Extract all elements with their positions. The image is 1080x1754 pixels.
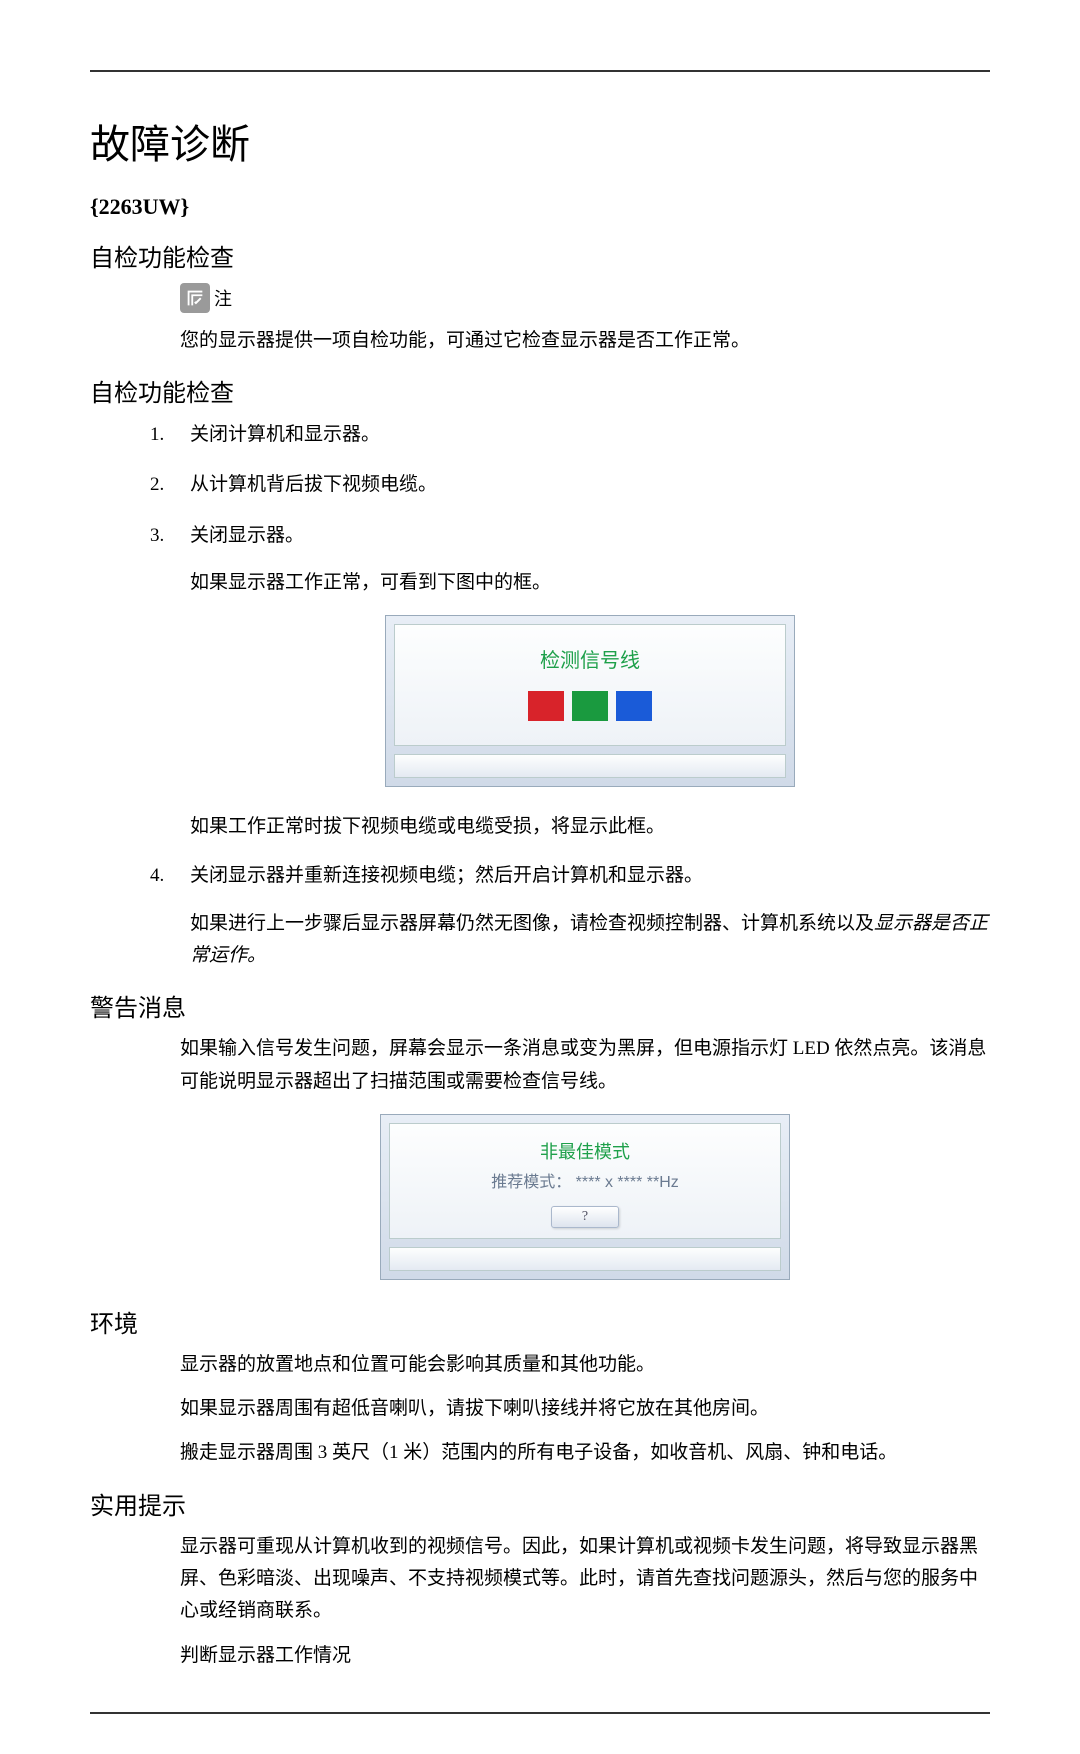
warning-text: 如果输入信号发生问题，屏幕会显示一条消息或变为黑屏，但电源指示灯 LED 依然点… [180,1033,990,1098]
osd-bottom-bar [394,754,786,778]
step-3-sub: 如果显示器工作正常，可看到下图中的框。 [190,567,990,599]
selfcheck-steps: 关闭计算机和显示器。 从计算机背后拔下视频电缆。 关闭显示器。 如果显示器工作正… [150,418,990,972]
rgb-blue [616,691,652,721]
top-rule [90,70,990,72]
rgb-red [528,691,564,721]
step-2-text: 从计算机背后拔下视频电缆。 [190,474,437,495]
tips-p2: 判断显示器工作情况 [180,1640,990,1672]
step-2: 从计算机背后拔下视频电缆。 [150,468,990,502]
env-p1: 显示器的放置地点和位置可能会影响其质量和其他功能。 [180,1349,990,1381]
note-row: 注 [180,283,990,313]
step-3-text: 关闭显示器。 [190,525,304,546]
osd-signal-title: 检测信号线 [405,643,775,679]
step-1: 关闭计算机和显示器。 [150,418,990,452]
model-heading: {2263UW} [90,194,990,220]
note-text: 您的显示器提供一项自检功能，可通过它检查显示器是否工作正常。 [180,325,990,357]
step-1-text: 关闭计算机和显示器。 [190,424,380,445]
note-label: 注 [214,285,232,311]
env-p3: 搬走显示器周围 3 英尺（1 米）范围内的所有电子设备，如收音机、风扇、钟和电话… [180,1437,990,1469]
osd-mode-bottom-bar [389,1247,781,1271]
section-warning-heading: 警告消息 [90,988,990,1023]
osd-signal-box: 检测信号线 [385,615,795,787]
rgb-row [405,691,775,721]
bottom-rule [90,1712,990,1714]
tips-p1: 显示器可重现从计算机收到的视频信号。因此，如果计算机或视频卡发生问题，将导致显示… [180,1531,990,1628]
osd-mode-box: 非最佳模式 推荐模式： **** x **** **Hz ? [380,1114,790,1280]
section-tips-heading: 实用提示 [90,1486,990,1521]
osd-mode-title: 非最佳模式 [400,1138,770,1164]
step-3: 关闭显示器。 如果显示器工作正常，可看到下图中的框。 检测信号线 如果工作正常时… [150,519,990,844]
step-4-sub: 如果进行上一步骤后显示器屏幕仍然无图像，请检查视频控制器、计算机系统以及显示器是… [190,908,990,973]
step-3-after: 如果工作正常时拔下视频电缆或电缆受损，将显示此框。 [190,811,990,843]
note-icon [180,283,210,313]
env-p2: 如果显示器周围有超低音喇叭，请拔下喇叭接线并将它放在其他房间。 [180,1393,990,1425]
step-4: 关闭显示器并重新连接视频电缆；然后开启计算机和显示器。 如果进行上一步骤后显示器… [150,859,990,972]
rgb-green [572,691,608,721]
section-selfcheck-heading-2: 自检功能检查 [90,373,990,408]
step-4-text: 关闭显示器并重新连接视频电缆；然后开启计算机和显示器。 [190,865,703,886]
step-4-sub-a: 如果进行上一步骤后显示器屏幕仍然无图像，请检查视频控制器、计算机系统以及 [190,913,874,934]
section-selfcheck-heading: 自检功能检查 [90,238,990,273]
osd-mode-sub: 推荐模式： **** x **** **Hz [400,1168,770,1192]
section-environment-heading: 环境 [90,1304,990,1339]
page-title: 故障诊断 [90,112,990,170]
osd-help-button: ? [551,1206,619,1228]
